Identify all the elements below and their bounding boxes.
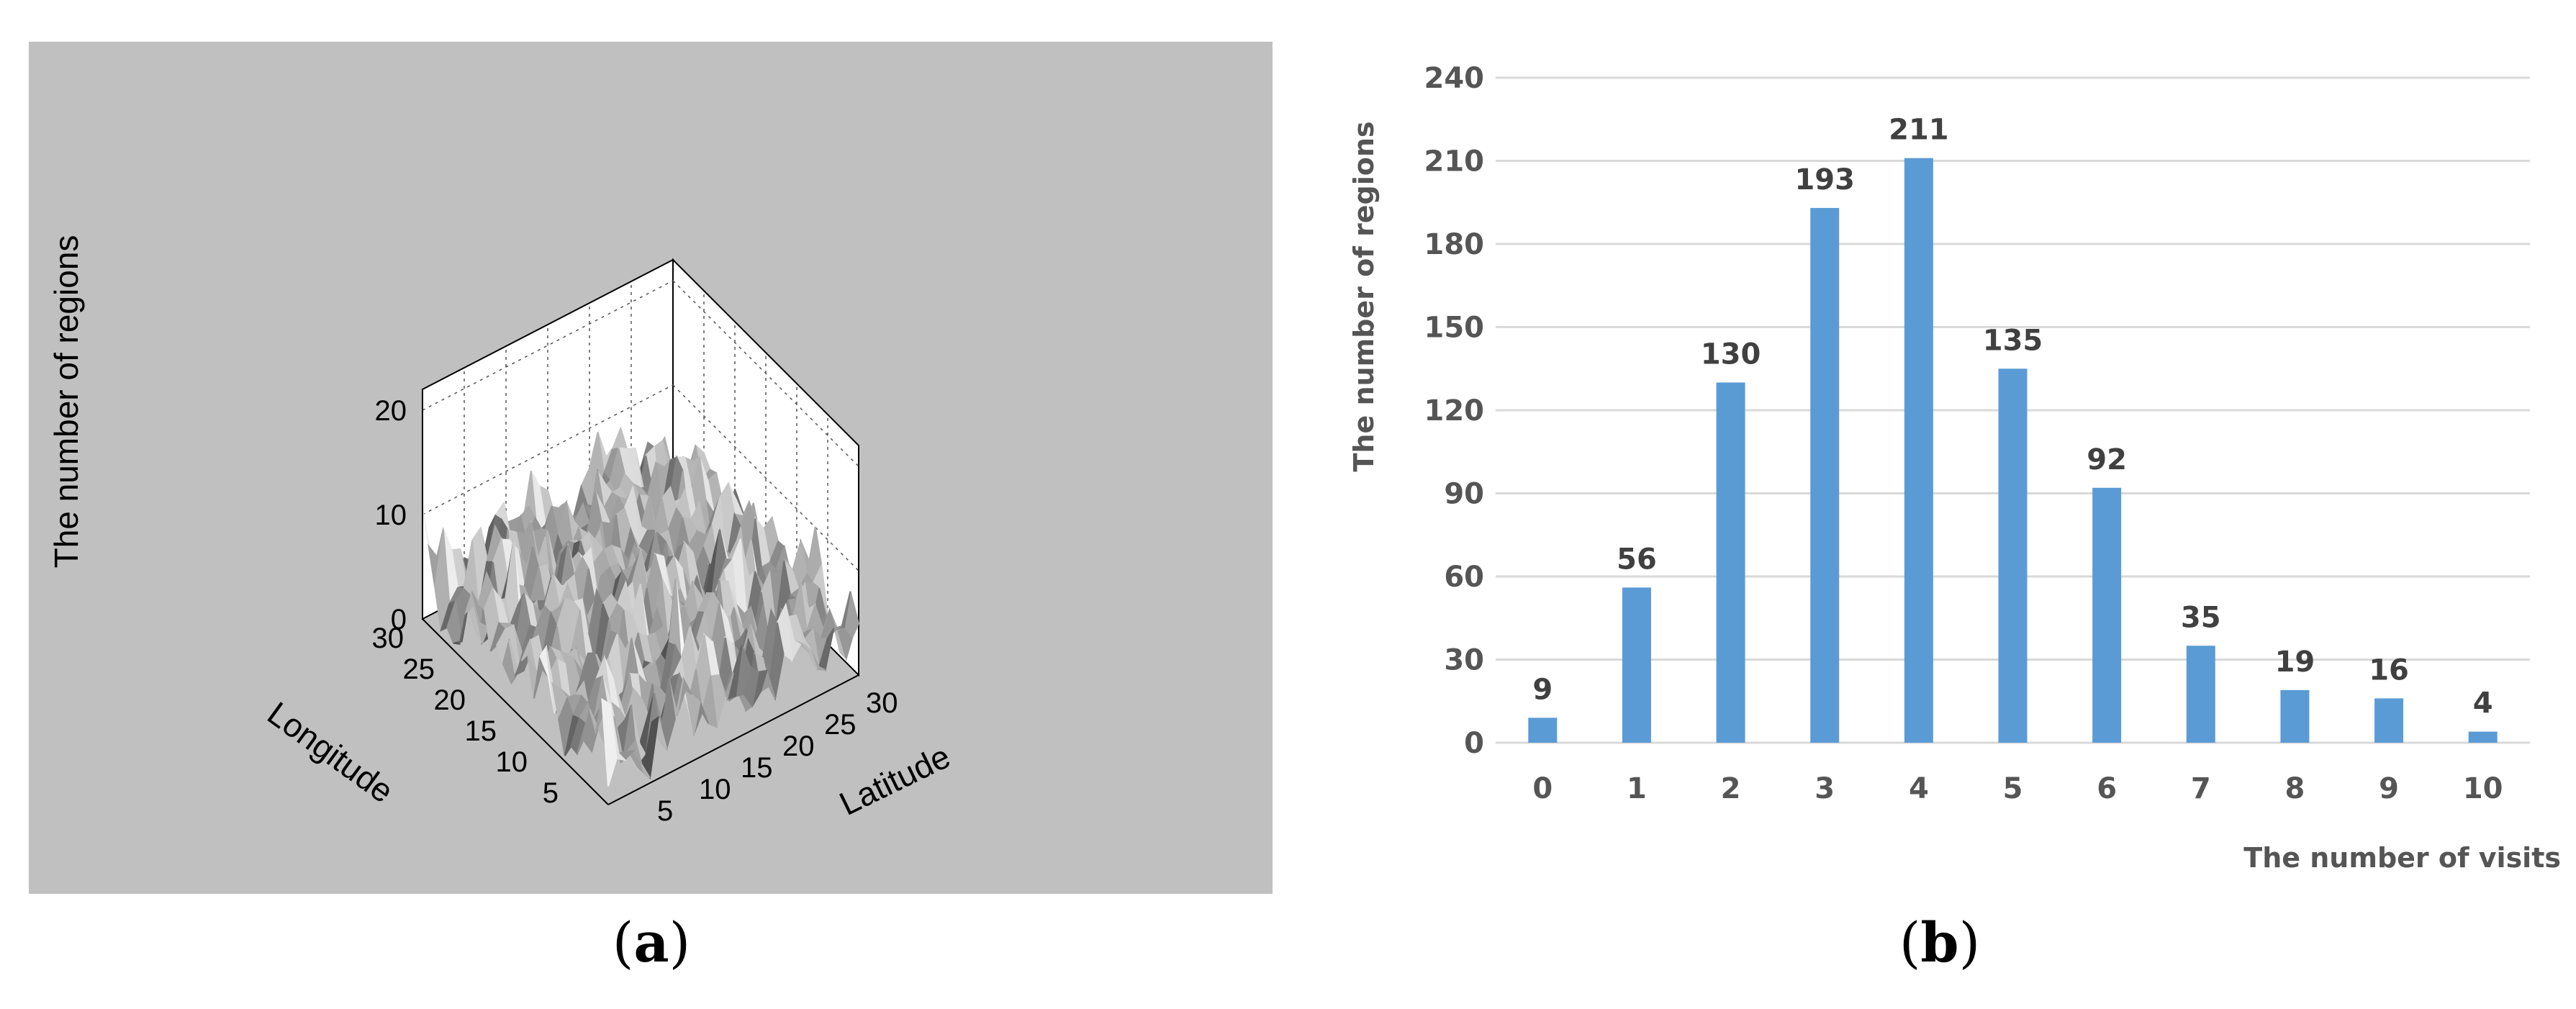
- bar: [1528, 718, 1558, 743]
- data-labels: 9 56 130 193 211 135 92 35 19 16 4: [1532, 114, 2493, 720]
- latitude-tick-label: 15: [741, 752, 773, 784]
- latitude-tick-label: 30: [866, 687, 898, 719]
- y-tick-label: 120: [1424, 394, 1485, 427]
- bar: [2092, 487, 2122, 743]
- latitude-tick-label: 25: [824, 709, 857, 741]
- longitude-tick-label: 20: [434, 684, 466, 716]
- y-tick-label: 60: [1444, 561, 1484, 594]
- data-label: 35: [2181, 601, 2221, 634]
- longitude-tick-label: 25: [403, 653, 435, 685]
- x-tick-label: 0: [1532, 772, 1553, 805]
- surface-facet: [601, 697, 618, 787]
- latitude-tick-label: 10: [699, 774, 731, 805]
- surface-mesh: [422, 426, 860, 787]
- x-axis-title: The number of visits: [2243, 842, 2561, 874]
- x-tick-label: 4: [1909, 772, 1929, 805]
- bar: [2280, 689, 2310, 743]
- y-tick-label: 210: [1424, 145, 1485, 178]
- latitude-tick-label: 5: [657, 795, 673, 827]
- data-label: 135: [1983, 324, 2043, 357]
- y-axis-title: The number of regions: [1348, 121, 1380, 471]
- y-tick-labels: 0 30 60 90 120 150 180 210 240: [1424, 62, 1485, 760]
- bar: [2468, 731, 2498, 743]
- bars: [1528, 158, 2498, 743]
- bar: [1622, 587, 1651, 743]
- bar: [1716, 382, 1745, 743]
- longitude-axis-label: Longitude: [261, 694, 400, 810]
- latitude-axis-label: Latitude: [833, 737, 956, 823]
- x-tick-label: 9: [2379, 772, 2399, 805]
- data-label: 130: [1701, 338, 1761, 371]
- data-label: 19: [2275, 646, 2315, 679]
- longitude-axis-line: [422, 618, 609, 805]
- caption-b: (b): [1899, 910, 1981, 974]
- longitude-tick-label: 10: [496, 746, 528, 778]
- bar: [1810, 207, 1840, 743]
- data-label: 56: [1617, 543, 1657, 576]
- y-tick-label: 240: [1424, 62, 1485, 95]
- x-tick-label: 10: [2463, 772, 2503, 805]
- latitude-axis-line: [607, 674, 859, 805]
- z-axis-label: The number of regions: [48, 235, 85, 569]
- data-label: 92: [2087, 443, 2127, 476]
- y-tick-label: 90: [1444, 478, 1484, 511]
- y-tick-label: 0: [1464, 727, 1484, 760]
- data-label: 4: [2473, 687, 2493, 720]
- x-tick-label: 8: [2284, 772, 2305, 805]
- x-tick-label: 2: [1721, 772, 1741, 805]
- x-tick-label: 3: [1815, 772, 1835, 805]
- y-tick-label: 150: [1424, 312, 1485, 345]
- z-tick-label: 10: [375, 499, 407, 531]
- data-label: 9: [1532, 673, 1553, 706]
- back-grid-line: [672, 280, 859, 467]
- caption-a: (a): [612, 910, 691, 974]
- bar-chart-panel: 0 30 60 90 120 150 180 210 240 9 56 130 193 211 135 92…: [1332, 29, 2576, 928]
- x-tick-label: 6: [2097, 772, 2117, 805]
- z-tick-label: 0: [391, 604, 407, 635]
- longitude-tick-label: 5: [543, 777, 559, 809]
- surface-axis-lines: [422, 389, 859, 805]
- z-tick-label: 20: [375, 395, 407, 427]
- gridlines: [1496, 76, 2530, 744]
- bar: [2186, 646, 2215, 743]
- longitude-tick-label: 15: [465, 715, 497, 747]
- bar: [1998, 368, 2028, 743]
- surface-plot-panel: 0 10 20 5 10 15 20 25 30 5 10 15 20 25 30 The number o…: [29, 42, 1273, 894]
- x-tick-label: 1: [1627, 772, 1647, 805]
- bar: [1904, 158, 1933, 743]
- data-label: 16: [2369, 653, 2409, 687]
- y-tick-label: 30: [1444, 644, 1484, 677]
- latitude-tick-label: 20: [782, 730, 815, 762]
- bar: [2374, 698, 2404, 743]
- data-label: 211: [1889, 114, 1949, 147]
- y-tick-label: 180: [1424, 228, 1485, 261]
- data-label: 193: [1794, 163, 1855, 196]
- x-tick-label: 5: [2003, 772, 2023, 805]
- back-grid-line: [672, 384, 859, 571]
- x-tick-label: 7: [2191, 772, 2211, 805]
- x-tick-labels: 0 1 2 3 4 5 6 7 8 9 10: [1532, 772, 2503, 805]
- longitude-tick-label: 30: [372, 623, 405, 654]
